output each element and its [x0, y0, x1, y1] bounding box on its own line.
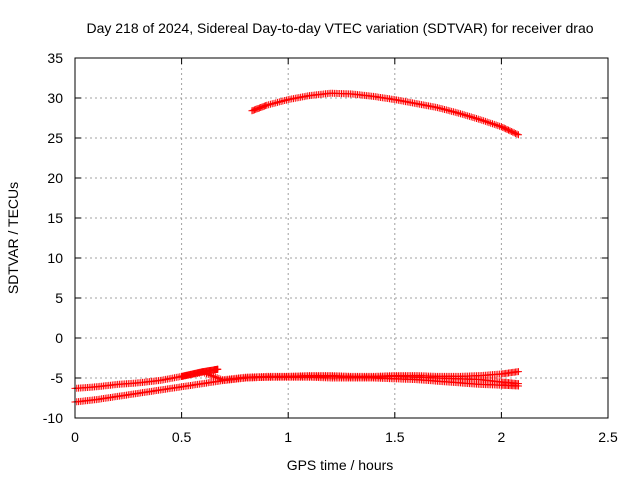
data-point: [507, 127, 515, 135]
y-tick-label: 20: [47, 170, 63, 186]
plot-border: [74, 57, 609, 419]
data-marks: [71, 89, 522, 406]
data-point: [512, 129, 520, 137]
data-point: [460, 111, 468, 119]
data-point: [469, 113, 477, 121]
data-point: [514, 382, 522, 390]
data-point: [457, 110, 465, 118]
data-point: [487, 119, 495, 127]
x-tick-label: 1.5: [385, 429, 405, 445]
data-point: [506, 127, 514, 135]
y-tick-label: 5: [55, 290, 63, 306]
x-tick-label: 0: [71, 429, 79, 445]
data-point: [485, 119, 493, 127]
data-point: [503, 125, 511, 133]
data-point: [513, 130, 521, 138]
data-point: [502, 125, 510, 133]
chart-title: Day 218 of 2024, Sidereal Day-to-day VTE…: [86, 20, 593, 36]
data-point: [489, 120, 497, 128]
y-tick-label: -10: [43, 410, 63, 426]
data-point: [476, 116, 484, 124]
data-point: [500, 124, 508, 132]
data-point: [497, 123, 505, 131]
data-point: [473, 115, 481, 123]
data-point: [499, 123, 507, 131]
x-tick-label: 0.5: [172, 429, 192, 445]
y-tick-label: 30: [47, 90, 63, 106]
axis-ticks: 0 0.5 1 1.5 2 2.5 -10 -5 0 5 10 15 20 25 30 35: [43, 50, 618, 445]
data-point: [474, 115, 482, 123]
data-point: [492, 121, 500, 129]
data-point: [215, 374, 223, 382]
data-point: [464, 112, 472, 120]
data-point: [514, 131, 522, 139]
data-point: [490, 120, 498, 128]
data-point: [480, 117, 488, 125]
data-point: [465, 112, 473, 120]
data-point: [210, 372, 218, 380]
y-tick-label: 15: [47, 210, 63, 226]
data-point: [471, 114, 479, 122]
data-point: [455, 109, 463, 117]
data-point: [458, 110, 466, 118]
data-point: [211, 373, 219, 381]
data-point: [462, 111, 470, 119]
series-early-branch: [178, 365, 222, 380]
data-point: [494, 122, 502, 130]
data-point: [510, 129, 518, 137]
data-point: [214, 365, 222, 373]
y-tick-label: 35: [47, 50, 63, 66]
y-tick-label: -5: [51, 370, 64, 386]
data-point: [467, 113, 475, 121]
data-point: [514, 368, 522, 376]
x-tick-label: 2: [498, 429, 506, 445]
x-tick-label: 2.5: [598, 429, 618, 445]
data-point: [483, 118, 491, 126]
data-point: [505, 126, 513, 134]
data-point: [478, 116, 486, 124]
x-axis-label: GPS time / hours: [287, 457, 394, 473]
data-point: [481, 117, 489, 125]
series-upper-track: [248, 89, 522, 139]
y-tick-label: 0: [55, 330, 63, 346]
x-tick-label: 1: [284, 429, 292, 445]
data-point: [213, 374, 221, 382]
y-axis-label: SDTVAR / TECUs: [5, 182, 21, 294]
data-point: [496, 122, 504, 130]
series-lower-track-c: [220, 368, 522, 384]
data-point: [509, 128, 517, 136]
y-tick-label: 10: [47, 250, 63, 266]
y-tick-label: 25: [47, 130, 63, 146]
